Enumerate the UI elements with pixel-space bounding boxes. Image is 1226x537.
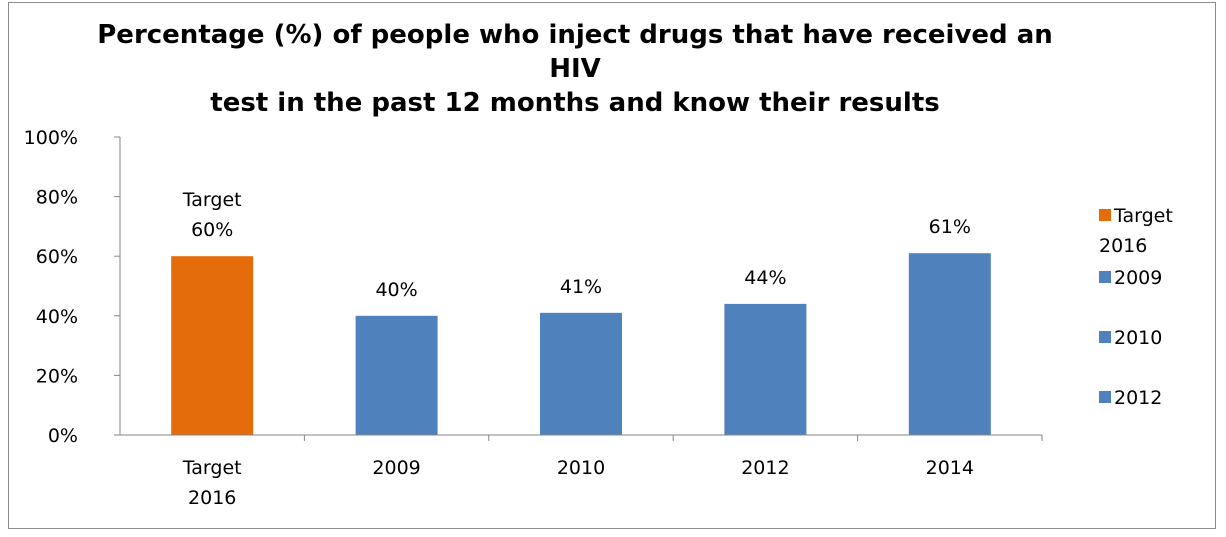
data-label-line: 61%: [929, 216, 971, 238]
legend-swatch: [1099, 209, 1111, 221]
data-label-line: 40%: [375, 279, 417, 301]
bar: [724, 303, 807, 435]
legend-label: 2010: [1114, 327, 1162, 349]
data-label-line: 60%: [191, 219, 233, 241]
bar: [908, 253, 991, 435]
x-tick-label-line: 2009: [372, 457, 420, 479]
data-label-line: 44%: [744, 267, 786, 289]
y-axis: 0% 20% 40% 60% 80% 100%: [24, 127, 121, 447]
bars: Target 60% 40% 41% 44% 61%: [171, 189, 991, 435]
y-tick-label: 100%: [24, 127, 78, 149]
legend-label-line: 2010: [1114, 327, 1162, 349]
legend-label-line: 2016: [1099, 235, 1147, 257]
x-tick-label-line: 2014: [926, 457, 974, 479]
data-label-line: Target: [182, 189, 242, 211]
x-axis: Target 2016 2009 2010 2012 2014: [120, 434, 1043, 509]
data-label: 44%: [744, 267, 786, 289]
bar: [540, 312, 622, 435]
x-tick-label-line: 2016: [188, 487, 236, 509]
y-tick-label: 20%: [36, 365, 78, 387]
legend-swatch: [1099, 271, 1111, 283]
legend-label: 2012: [1114, 387, 1162, 409]
x-tick-label-line: Target: [182, 457, 242, 479]
legend-swatch: [1099, 331, 1111, 343]
legend-label-line: 2009: [1114, 267, 1162, 289]
legend-swatch: [1099, 391, 1111, 403]
x-tick-label-line: 2010: [557, 457, 605, 479]
data-label: Target 60%: [182, 189, 242, 241]
legend-label-line: Target: [1113, 205, 1173, 227]
legend-label: Target 2016: [1099, 205, 1173, 257]
data-label: 61%: [929, 216, 971, 238]
y-tick-label: 40%: [36, 306, 78, 328]
bar: [355, 315, 438, 435]
bar: [171, 256, 254, 435]
x-tick-label: 2009: [372, 457, 420, 479]
data-label: 41%: [560, 276, 602, 298]
x-tick-label: Target 2016: [182, 457, 242, 509]
x-tick-label: 2014: [926, 457, 974, 479]
legend-label: 2009: [1114, 267, 1162, 289]
x-tick-label: 2010: [557, 457, 605, 479]
data-label: 40%: [375, 279, 417, 301]
chart-frame: [8, 2, 1216, 529]
legend: Target 2016 2009 2010 2012: [1099, 205, 1173, 409]
chart-title: Percentage (%) of people who inject drug…: [97, 20, 1053, 118]
y-tick-label: 60%: [36, 246, 78, 268]
y-tick-label: 80%: [36, 187, 78, 209]
x-tick-label-line: 2012: [741, 457, 789, 479]
legend-label-line: 2012: [1114, 387, 1162, 409]
x-tick-label: 2012: [741, 457, 789, 479]
data-label-line: 41%: [560, 276, 602, 298]
y-tick-label: 0%: [48, 425, 78, 447]
